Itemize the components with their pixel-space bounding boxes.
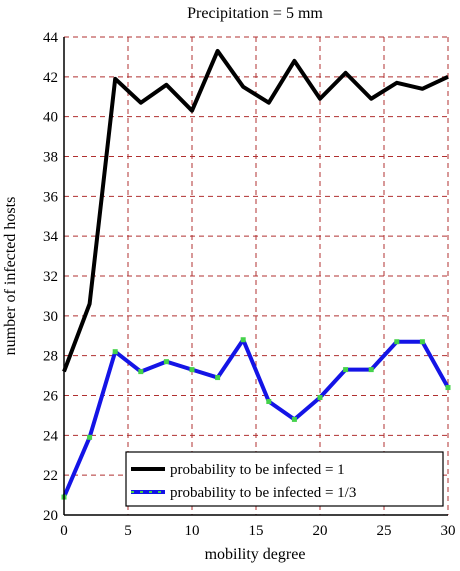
series-2-point: [138, 369, 144, 375]
series-2-point: [163, 359, 169, 365]
x-tick-label: 10: [185, 523, 200, 539]
series-line-2: [62, 337, 450, 498]
axes: [63, 37, 448, 516]
y-tick-label: 42: [43, 70, 58, 86]
x-tick-label: 15: [249, 523, 264, 539]
series-2-point: [112, 349, 118, 355]
y-tick-label: 22: [43, 468, 58, 484]
y-tick-label: 26: [43, 389, 59, 405]
y-tick-label: 32: [43, 269, 58, 285]
legend-box: [125, 451, 444, 507]
x-tick-label: 20: [313, 523, 328, 539]
legend-label-series-1: probability to be infected = 1: [170, 462, 345, 478]
y-tick-label: 30: [43, 309, 58, 325]
y-tick-label: 38: [43, 150, 58, 166]
grid-lines: [64, 36, 449, 515]
y-tick-label: 36: [43, 189, 59, 205]
x-tick-label: 0: [60, 523, 68, 539]
tick-labels: 0 5 10 15 20 25 30 20 22 24 26 28 30 32 34 36 38 40 42 44: [43, 30, 456, 539]
y-tick-label: 34: [43, 229, 59, 245]
legend-label-series-2: probability to be infected = 1/3: [170, 485, 356, 501]
series-line-1: [62, 48, 449, 373]
series-2-point: [189, 367, 195, 373]
series-2-point: [215, 375, 221, 381]
x-tick-label: 30: [441, 523, 456, 539]
series-2-point: [368, 367, 374, 373]
series-2-point: [266, 398, 272, 404]
y-tick-label: 20: [43, 508, 58, 524]
y-axis-label: number of infected hosts: [2, 197, 19, 356]
series-2-point: [291, 416, 297, 422]
series-2-point: [343, 367, 349, 373]
x-axis-label: mobility degree: [205, 546, 306, 563]
series-2-point: [240, 337, 246, 343]
x-tick-label: 5: [124, 523, 132, 539]
y-tick-label: 40: [43, 110, 58, 126]
chart-title: Precipitation = 5 mm: [187, 5, 323, 22]
series-2-point: [317, 394, 323, 400]
legend: probability to be infected = 1 probabili…: [125, 451, 444, 507]
series-2-point: [445, 385, 451, 391]
y-tick-label: 24: [43, 428, 59, 444]
series-2-point: [87, 434, 93, 440]
y-tick-label: 28: [43, 349, 58, 365]
series-2-point: [419, 339, 425, 345]
y-tick-label: 44: [43, 30, 59, 46]
series-2-point: [394, 339, 400, 345]
x-tick-label: 25: [377, 523, 392, 539]
